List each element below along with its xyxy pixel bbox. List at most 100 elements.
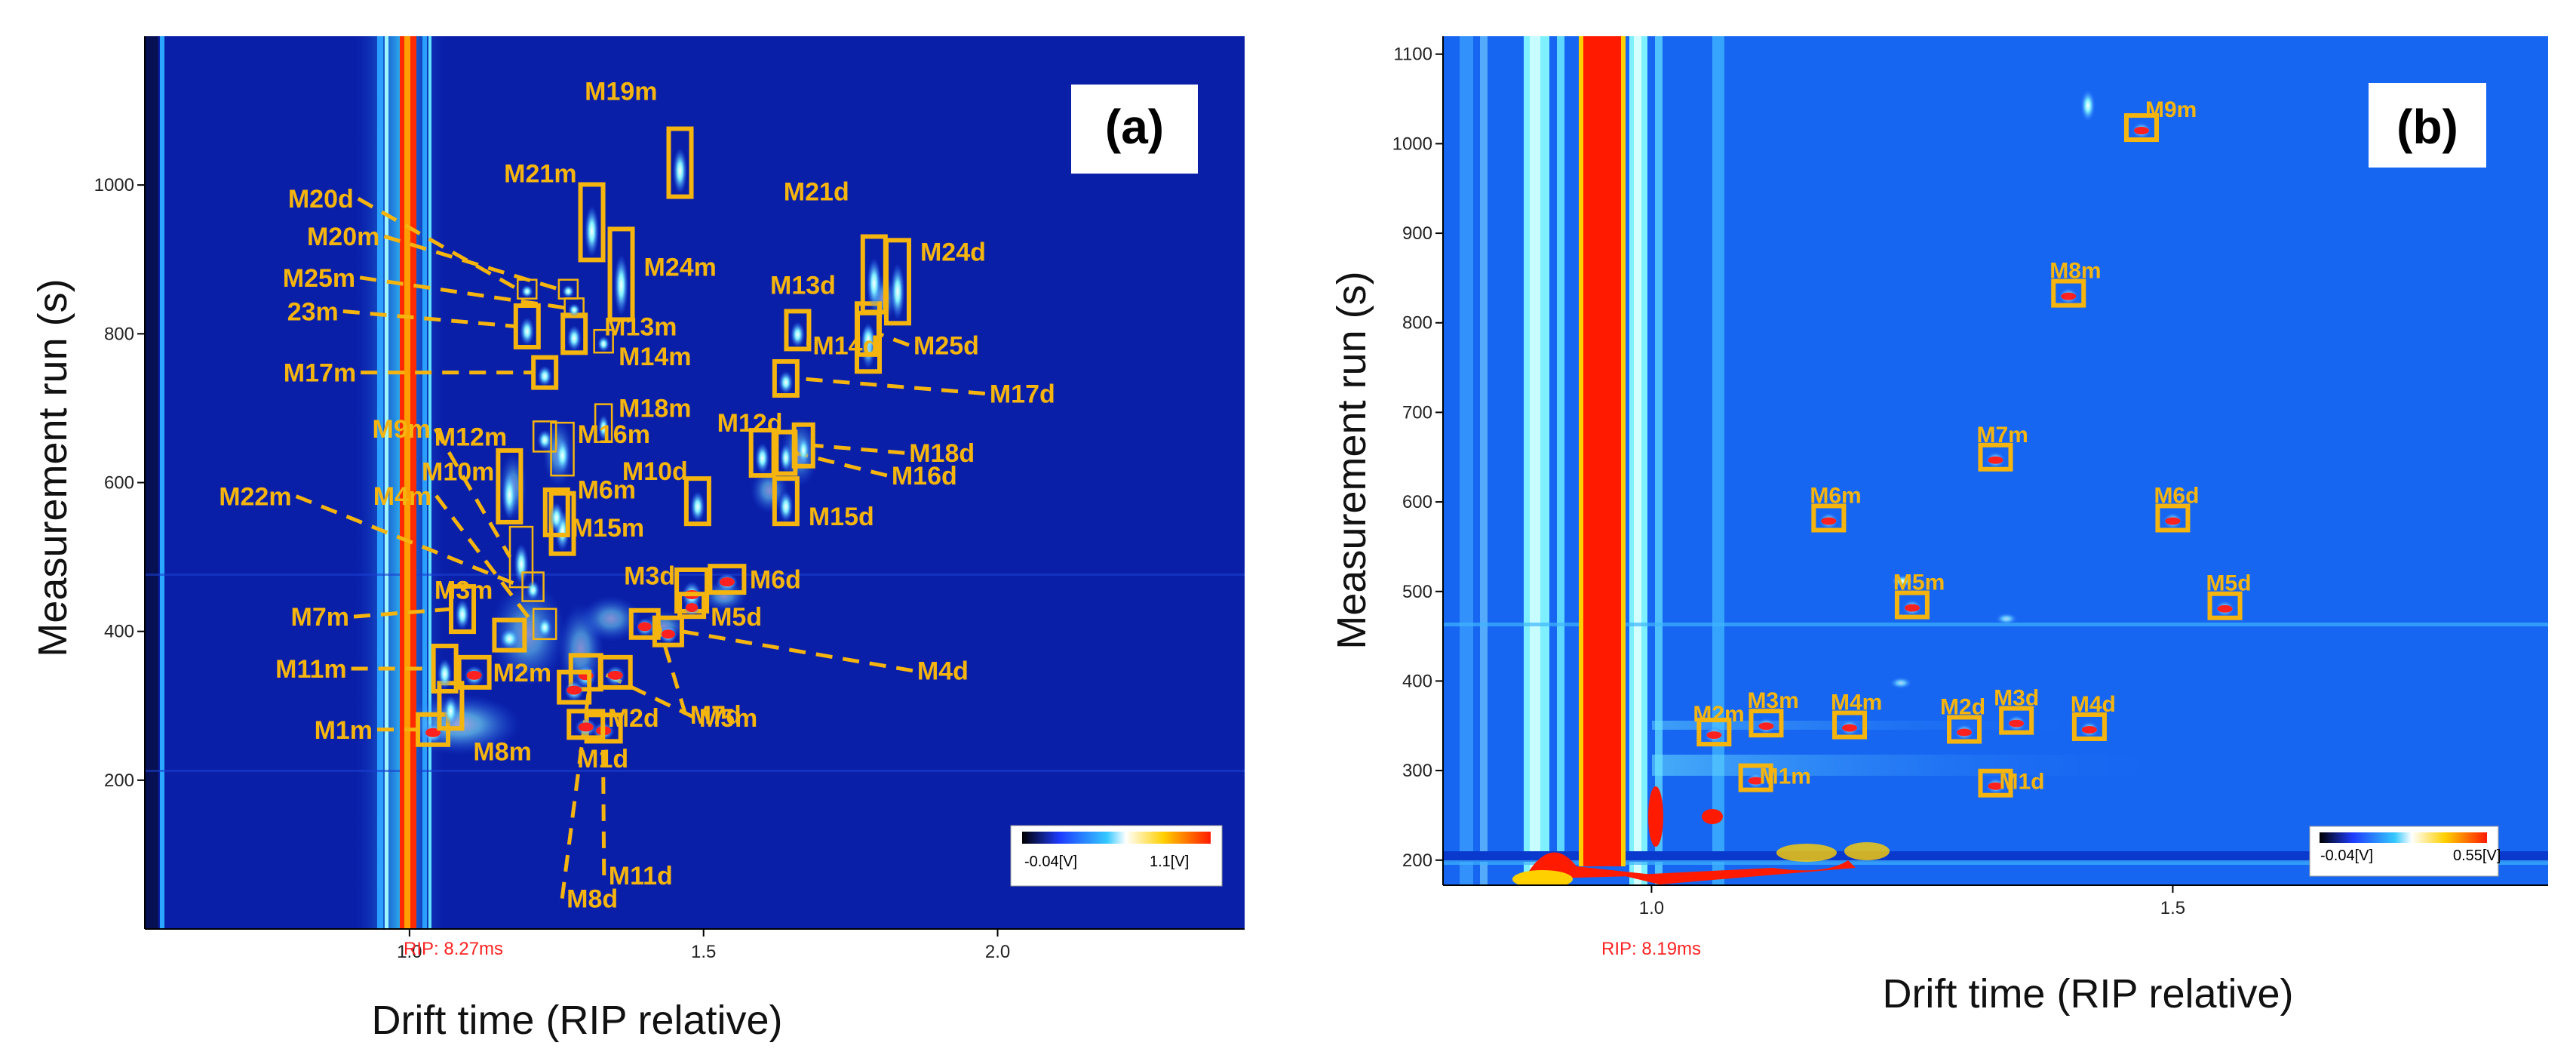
spot-M20m [562,285,575,298]
marker-label-M10m: M10m [422,457,494,486]
marker-box-M14d [784,309,812,352]
spot-M15m [549,502,564,534]
spot-M16m [554,437,570,474]
panel-a-boxes [416,126,911,747]
panel-b-ticks: 200 300 400 500 600 700 800 900 1000 1100 1.0 1.5 [1392,36,2548,918]
marker-label-M6m: M6m [578,476,636,505]
spot-core-M6m [1821,517,1837,525]
marker-box-M8m [2051,278,2086,308]
marker-label-M24m: M24m [644,253,717,281]
leader-M22m [295,494,523,589]
spot-M14d [790,321,806,348]
marker-label-M9m: M9m [373,415,431,444]
marker-label-M8m: M8m [2049,259,2101,284]
panel-a-x-axis-title: Drift time (RIP relative) [371,998,782,1043]
marker-label-M20m: M20m [307,223,379,251]
spot-M16d [779,443,792,472]
y-tick-label: 800 [104,324,134,344]
marker-label-M7d: M7d [690,701,741,730]
y-tick-label: 200 [1402,850,1432,871]
panel-b-colorbar: -0.04[V] 0.55[V] [2309,826,2501,877]
marker-label-M4d: M4d [2071,692,2116,717]
marker-label-M15m: M15m [572,514,644,543]
spot-M21d [867,257,882,309]
marker-box-M6d [2155,503,2191,533]
marker-label-M2m: M2m [1693,702,1744,727]
marker-label-M8m: M8m [473,737,531,766]
spot-core-M2d [1957,728,1973,737]
spot-core-M3m [1758,722,1774,731]
marker-box-M20d [517,278,538,300]
spot-M9m [514,543,529,585]
leader-M16d [794,451,888,478]
marker-label-M2d: M2d [1940,695,1985,720]
marker-label-M20d: M20d [288,185,354,214]
marker-box-M11d [566,709,606,740]
marker-box-M3m [492,617,527,653]
spot-core-M7m [1988,456,2003,464]
marker-label-M13m: M13m [604,312,677,341]
marker-box-M6d [708,564,747,595]
marker-label-M21m: M21m [504,159,576,188]
marker-label-M7m: M7m [1977,423,2028,448]
marker-box-M3d [1999,706,2034,735]
marker-box-M25m [563,297,585,318]
spot-core-M2m [1706,731,1722,740]
marker-label-M1m: M1m [1760,764,1811,789]
spot-M7m [455,598,470,630]
spot-M4m [537,617,552,638]
marker-box-M11m [431,643,459,694]
panel-a-colorbar-min: -0.04[V] [1024,854,1077,870]
marker-box-M17d [772,358,800,398]
marker-label-M25m: M25m [283,264,355,293]
marker-box-M10d [683,476,711,527]
spot-M8m [443,696,459,727]
marker-box-M9m [2123,113,2159,143]
marker-label-M1m: M1m [315,716,373,745]
y-tick-label: 600 [1402,492,1432,512]
marker-box-M4m [532,607,557,641]
marker-box-M2m [456,654,492,690]
panel-a-colorbar-max: 1.1[V] [1150,854,1189,870]
x-tick-label: 2.0 [985,942,1010,962]
y-tick-label: 200 [104,770,134,791]
marker-label-M10d: M10d [622,457,688,486]
spot-M12d [755,442,770,474]
y-tick-label: 900 [1402,223,1432,244]
spot-M22m [526,580,540,600]
spot-core-M3d [2009,719,2025,727]
spot-core-M4d [661,629,675,639]
spot-core-M4d [2081,725,2097,734]
marker-label-M4m: M4m [1831,691,1882,715]
panel-b-boxes [1696,113,2243,798]
marker-label-M1d: M1d [2000,770,2045,795]
panel-b-letter: (b) [2396,100,2458,154]
spot-M18m [598,414,609,441]
marker-box-M24m [607,226,635,322]
y-tick-label: 1100 [1393,45,1432,65]
spot-M19m [672,147,688,194]
y-tick-label: 400 [1402,671,1432,691]
marker-label-M18d: M18d [909,439,975,468]
marker-label-M7m: M7m [291,603,349,632]
panel-b-colorbar-min: -0.04[V] [2320,847,2373,864]
panel-b: -0.04[V] 0.55[V] (b) 200 300 400 500 600 700 8… [1329,36,2548,1017]
marker-label-M3m: M3m [434,577,493,605]
marker-label-M11m: M11m [275,655,347,684]
y-tick-label: 300 [1402,761,1432,781]
marker-label-M24d: M24d [920,238,986,266]
leader-M7m [353,607,452,619]
marker-box-M2d [1947,715,1982,744]
marker-label-M13d: M13d [770,271,836,300]
leader-M25m [359,275,566,310]
spot-M24d [890,263,905,320]
marker-label-M6d: M6d [750,566,801,595]
marker-box-M8d [557,669,592,705]
spot-M10m [502,470,517,520]
panel-b-colorbar-max: 0.55[V] [2453,847,2501,864]
spot-core-M1m [1748,777,1764,785]
marker-box-M4d [2071,712,2107,741]
leader-M17d [797,376,986,395]
